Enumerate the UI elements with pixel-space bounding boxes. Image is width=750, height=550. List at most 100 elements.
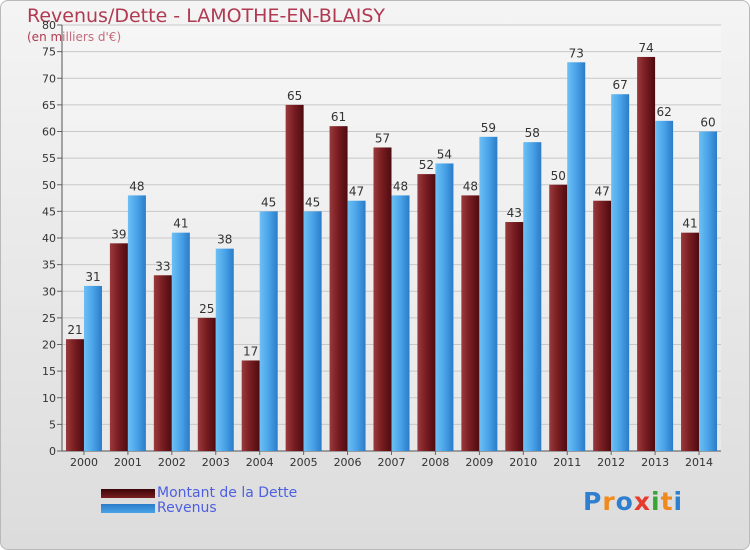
x-tick-label: 2007 bbox=[378, 456, 406, 469]
legend-swatch-revenus bbox=[101, 504, 155, 513]
y-tick-label: 75 bbox=[42, 46, 56, 59]
data-label: 17 bbox=[243, 344, 258, 358]
y-tick-label: 35 bbox=[42, 259, 56, 272]
bar-dette bbox=[197, 317, 216, 451]
legend-label-revenus: Revenus bbox=[157, 500, 217, 516]
x-tick-label: 2002 bbox=[158, 456, 186, 469]
data-label: 67 bbox=[613, 78, 628, 92]
logo-letter: t bbox=[660, 487, 674, 516]
y-tick-label: 40 bbox=[42, 232, 56, 245]
y-tick-label: 80 bbox=[42, 19, 56, 32]
bar-revenus bbox=[391, 195, 410, 451]
data-label: 59 bbox=[481, 121, 496, 135]
proxiti-logo: Proxiti bbox=[583, 487, 683, 516]
bar-dette bbox=[593, 200, 612, 451]
y-tick-label: 30 bbox=[42, 285, 56, 298]
data-label: 65 bbox=[287, 89, 302, 103]
bar-revenus bbox=[699, 131, 718, 451]
bar-revenus bbox=[259, 211, 278, 451]
y-tick-label: 55 bbox=[42, 152, 56, 165]
data-label: 62 bbox=[656, 105, 671, 119]
x-tick-label: 2009 bbox=[465, 456, 493, 469]
x-tick-label: 2004 bbox=[246, 456, 274, 469]
data-label: 21 bbox=[67, 323, 82, 337]
y-tick-label: 15 bbox=[42, 365, 56, 378]
x-tick-label: 2011 bbox=[553, 456, 581, 469]
bar-dette bbox=[241, 360, 260, 451]
data-label: 31 bbox=[85, 270, 100, 284]
legend-label-dette: Montant de la Dette bbox=[157, 485, 298, 501]
data-label: 73 bbox=[569, 46, 584, 60]
x-tick-label: 2010 bbox=[509, 456, 537, 469]
chart-title: Revenus/Dette - LAMOTHE-EN-BLAISY bbox=[27, 5, 386, 27]
bar-revenus bbox=[611, 94, 630, 451]
x-tick-label: 2001 bbox=[114, 456, 142, 469]
y-tick-label: 0 bbox=[49, 445, 56, 458]
data-label: 52 bbox=[419, 158, 434, 172]
data-label: 57 bbox=[375, 131, 390, 145]
data-label: 60 bbox=[700, 116, 715, 130]
data-label: 45 bbox=[305, 195, 320, 209]
y-tick-label: 20 bbox=[42, 339, 56, 352]
y-tick-label: 45 bbox=[42, 205, 56, 218]
data-label: 25 bbox=[199, 302, 214, 316]
data-label: 48 bbox=[393, 179, 408, 193]
y-tick-label: 70 bbox=[42, 72, 56, 85]
logo-letter: r bbox=[602, 487, 616, 516]
logo-letter: i bbox=[673, 487, 684, 516]
bar-dette bbox=[417, 174, 436, 451]
bar-dette bbox=[65, 339, 84, 451]
bar-dette bbox=[373, 147, 392, 451]
data-label: 48 bbox=[129, 179, 144, 193]
data-label: 50 bbox=[551, 169, 566, 183]
bar-revenus bbox=[567, 62, 586, 452]
bar-revenus bbox=[171, 232, 190, 451]
data-label: 41 bbox=[173, 217, 188, 231]
y-tick-label: 25 bbox=[42, 312, 56, 325]
bar-revenus bbox=[523, 142, 542, 451]
bar-dette bbox=[461, 195, 480, 451]
x-tick-label: 2014 bbox=[685, 456, 713, 469]
data-label: 41 bbox=[682, 217, 697, 231]
logo-letter: i bbox=[651, 487, 661, 516]
bar-dette bbox=[153, 275, 172, 451]
bar-dette bbox=[549, 184, 568, 451]
data-label: 38 bbox=[217, 233, 232, 247]
bar-dette bbox=[637, 56, 656, 451]
bar-dette bbox=[329, 126, 348, 452]
y-tick-label: 10 bbox=[42, 392, 56, 405]
bar-revenus bbox=[655, 120, 674, 451]
y-tick-label: 5 bbox=[49, 418, 56, 431]
data-label: 54 bbox=[437, 147, 452, 161]
logo-letter: x bbox=[633, 487, 651, 516]
x-tick-label: 2003 bbox=[202, 456, 230, 469]
x-tick-label: 2006 bbox=[334, 456, 362, 469]
y-tick-label: 50 bbox=[42, 179, 56, 192]
data-label: 45 bbox=[261, 195, 276, 209]
logo-letter: P bbox=[583, 487, 603, 516]
bar-revenus bbox=[83, 285, 102, 451]
logo-letter: o bbox=[615, 487, 634, 516]
bar-dette bbox=[505, 222, 524, 451]
y-tick-label: 65 bbox=[42, 99, 56, 112]
legend-swatch-dette bbox=[101, 489, 155, 498]
data-label: 33 bbox=[155, 259, 170, 273]
x-tick-label: 2008 bbox=[421, 456, 449, 469]
data-label: 43 bbox=[507, 206, 522, 220]
data-label: 58 bbox=[525, 126, 540, 140]
bar-revenus bbox=[435, 163, 454, 451]
x-tick-label: 2012 bbox=[597, 456, 625, 469]
bar-dette bbox=[109, 243, 128, 451]
x-tick-label: 2013 bbox=[641, 456, 669, 469]
data-label: 61 bbox=[331, 110, 346, 124]
bar-revenus bbox=[127, 195, 146, 451]
data-label: 39 bbox=[111, 227, 126, 241]
bar-dette bbox=[681, 232, 700, 451]
chart-subtitle: (en milliers d'€) bbox=[27, 30, 122, 44]
bar-revenus bbox=[303, 211, 322, 451]
bar-revenus bbox=[347, 200, 366, 451]
x-tick-label: 2000 bbox=[70, 456, 98, 469]
y-tick-label: 60 bbox=[42, 126, 56, 139]
